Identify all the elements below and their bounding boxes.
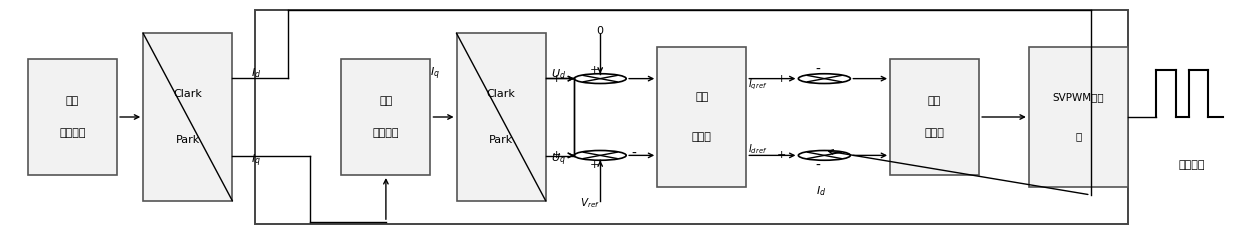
Text: 器: 器 bbox=[1075, 132, 1081, 142]
Text: Clark: Clark bbox=[486, 88, 516, 99]
Text: $I_q$: $I_q$ bbox=[430, 66, 440, 82]
Text: -: - bbox=[631, 147, 636, 161]
Circle shape bbox=[799, 74, 851, 84]
Text: 电流: 电流 bbox=[928, 96, 941, 106]
Text: 0: 0 bbox=[596, 26, 604, 36]
Text: 控制脉冲: 控制脉冲 bbox=[1179, 160, 1205, 170]
Text: $U_d$: $U_d$ bbox=[551, 67, 565, 81]
Text: -: - bbox=[816, 158, 821, 172]
Circle shape bbox=[574, 150, 626, 160]
Text: +: + bbox=[776, 74, 786, 84]
Text: $I_{qref}$: $I_{qref}$ bbox=[748, 77, 768, 92]
Text: Park: Park bbox=[176, 135, 200, 146]
Text: 控制器: 控制器 bbox=[692, 132, 712, 142]
FancyBboxPatch shape bbox=[1029, 47, 1128, 187]
Text: +: + bbox=[589, 160, 599, 170]
Text: 电流: 电流 bbox=[66, 96, 79, 106]
FancyBboxPatch shape bbox=[143, 33, 232, 201]
Text: +: + bbox=[552, 150, 562, 160]
Text: 检测模块: 检测模块 bbox=[373, 128, 399, 138]
Text: 电压: 电压 bbox=[696, 92, 708, 102]
FancyBboxPatch shape bbox=[29, 59, 117, 175]
Circle shape bbox=[799, 150, 851, 160]
Text: $I_d$: $I_d$ bbox=[816, 185, 826, 198]
Text: SVPWM调制: SVPWM调制 bbox=[1053, 92, 1104, 102]
Text: $I_d$: $I_d$ bbox=[250, 66, 262, 80]
Text: $I_q$: $I_q$ bbox=[250, 153, 260, 169]
Text: +: + bbox=[589, 65, 599, 75]
FancyBboxPatch shape bbox=[341, 59, 430, 175]
Text: 控制器: 控制器 bbox=[925, 128, 945, 138]
Text: -: - bbox=[816, 63, 821, 77]
Circle shape bbox=[574, 74, 626, 84]
Text: Park: Park bbox=[489, 135, 513, 146]
Text: $I_{dref}$: $I_{dref}$ bbox=[748, 143, 768, 157]
Text: $U_q$: $U_q$ bbox=[551, 152, 565, 168]
Text: +: + bbox=[552, 74, 562, 84]
FancyBboxPatch shape bbox=[456, 33, 546, 201]
Text: Clark: Clark bbox=[174, 88, 202, 99]
Text: 电压: 电压 bbox=[379, 96, 393, 106]
Text: +: + bbox=[776, 150, 786, 160]
FancyBboxPatch shape bbox=[890, 59, 980, 175]
Text: 检测模块: 检测模块 bbox=[60, 128, 86, 138]
Text: $V_{ref}$: $V_{ref}$ bbox=[580, 196, 600, 210]
FancyBboxPatch shape bbox=[657, 47, 746, 187]
